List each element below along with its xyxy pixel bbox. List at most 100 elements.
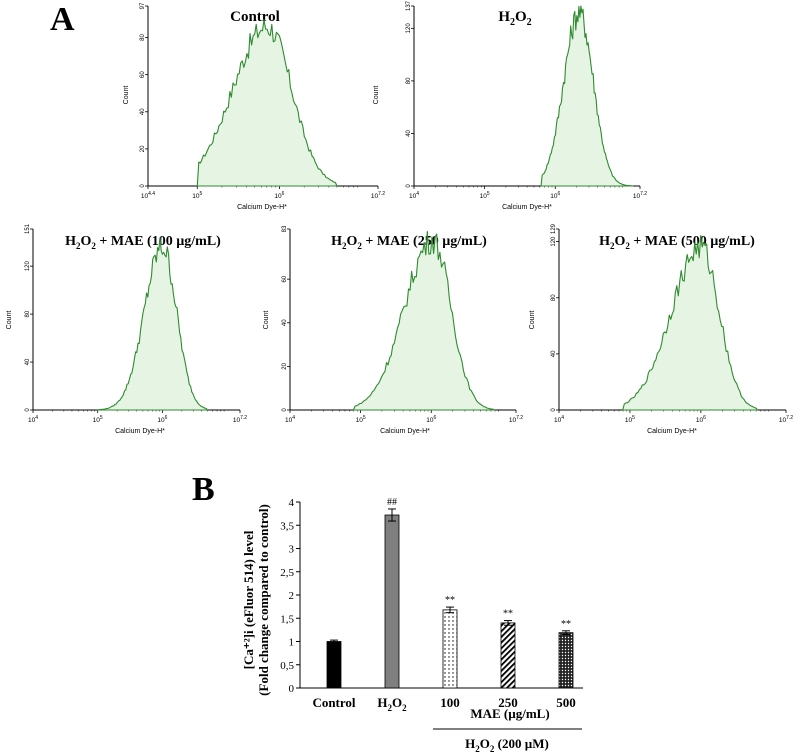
significance-mark: ** — [445, 595, 455, 606]
histogram-mae-100: H2O2 + MAE (100 µg/mL) Count Calcium Dye… — [6, 223, 247, 435]
x-tick-label: 106 — [550, 191, 560, 200]
histogram-ylabel: Count — [123, 86, 130, 105]
significance-mark: ** — [503, 609, 513, 620]
y-tick-label: 0 — [551, 408, 557, 412]
y-tick-label: 137 — [406, 0, 412, 11]
y-tick-label: 40 — [406, 129, 412, 136]
x-tick-label: 107.2 — [633, 191, 647, 200]
y-tick-label: 120 — [25, 260, 31, 271]
y-tick-label: 0 — [282, 408, 288, 412]
x-tick-label: 107.2 — [233, 415, 247, 424]
y-tick-label: 80 — [551, 294, 557, 301]
x-tick-label: 104.4 — [141, 191, 155, 200]
x-tick-label: 106 — [696, 415, 706, 424]
y-tick-label: 2,5 — [280, 567, 294, 579]
x-tick-label: 105 — [480, 191, 490, 200]
y-tick-label: 1,5 — [280, 613, 294, 625]
x-tick-label: 105 — [625, 415, 635, 424]
histogram-xlabel: Calcium Dye-H* — [380, 428, 430, 435]
mae-axis-label: MAE (µg/mL) — [470, 706, 549, 721]
x-tick-label: 105 — [356, 415, 366, 424]
significance-mark: ## — [387, 497, 397, 508]
category-label: 500 — [556, 695, 576, 710]
bar-chart: [Ca⁺²]i (eFluor 514) level (Fold change … — [241, 497, 583, 753]
histogram-title: H2O2 — [498, 9, 531, 28]
h2o2-group-label: H2O2 (200 µM) — [465, 736, 549, 753]
histogram-control: Control Count Calcium Dye-H* 0 20 40 60 80 97… — [123, 2, 385, 211]
x-tick-label: 104 — [28, 415, 38, 424]
y-tick-label: 4 — [289, 497, 295, 509]
x-tick-label: 106 — [426, 415, 436, 424]
x-tick-label: 104 — [409, 191, 419, 200]
x-tick-label: 106 — [274, 191, 284, 200]
histogram-series — [622, 235, 759, 411]
category-label: 100 — [440, 695, 460, 710]
y-tick-label: 40 — [551, 350, 557, 357]
histogram-xlabel: Calcium Dye-H* — [502, 204, 552, 211]
significance-mark: ** — [561, 619, 571, 630]
x-tick-label: 105 — [192, 191, 202, 200]
x-tick-label: 107.2 — [509, 415, 523, 424]
y-tick-label: 120 — [551, 236, 557, 247]
panel-label-b: B — [192, 471, 215, 508]
y-tick-label: 60 — [140, 71, 146, 78]
histogram-series — [540, 5, 634, 187]
histogram-ylabel: Count — [529, 311, 536, 330]
y-tick-label: 20 — [282, 362, 288, 369]
bar-chart-ylabel: [Ca⁺²]i (eFluor 514) level (Fold change … — [241, 504, 271, 696]
histogram-mae-250: H2O2 + MAE (250 µg/mL) Count Calcium Dye… — [263, 225, 523, 435]
bar — [558, 632, 574, 689]
histogram-ylabel: Count — [373, 86, 380, 105]
x-tick-label: 106 — [157, 415, 167, 424]
histogram-ylabel: Count — [263, 311, 270, 330]
bar — [384, 514, 400, 689]
y-tick-label: 83 — [282, 225, 288, 232]
category-label: Control — [312, 695, 355, 710]
y-tick-label: 0 — [406, 184, 412, 188]
x-tick-label: 107.2 — [779, 415, 793, 424]
y-tick-label: 0 — [289, 683, 295, 695]
y-tick-label: 80 — [406, 77, 412, 84]
y-tick-label: 80 — [140, 34, 146, 41]
bar — [442, 609, 458, 689]
y-tick-label: 151 — [25, 223, 31, 234]
y-tick-label: 120 — [406, 23, 412, 34]
y-tick-label: 3,5 — [280, 520, 294, 532]
category-label: 250 — [498, 695, 518, 710]
x-tick-label: 104 — [285, 415, 295, 424]
x-tick-label: 107.2 — [371, 191, 385, 200]
histogram-mae-500: H2O2 + MAE (500 µg/mL) Count Calcium Dye… — [529, 223, 793, 435]
y-tick-label: 40 — [282, 319, 288, 326]
ylabel-line-1: [Ca⁺²]i (eFluor 514) level — [241, 530, 256, 669]
x-tick-label: 105 — [93, 415, 103, 424]
y-tick-label: 1 — [289, 637, 295, 649]
y-tick-label: 40 — [25, 358, 31, 365]
y-tick-label: 20 — [140, 145, 146, 152]
y-tick-label: 0 — [25, 408, 31, 412]
x-tick-label: 104 — [554, 415, 564, 424]
y-tick-label: 40 — [140, 108, 146, 115]
y-tick-label: 80 — [25, 310, 31, 317]
histogram-ylabel: Count — [6, 311, 13, 330]
y-tick-label: 0,5 — [280, 660, 294, 672]
histogram-title: H2O2 + MAE (500 µg/mL) — [599, 234, 755, 251]
y-tick-label: 2 — [289, 590, 295, 602]
histogram-series — [353, 230, 496, 411]
bar — [326, 641, 342, 689]
histogram-title: Control — [230, 9, 280, 25]
ylabel-line-2: (Fold change compared to control) — [256, 504, 271, 696]
category-label: H2O2 — [377, 695, 407, 713]
y-tick-label: 60 — [282, 275, 288, 282]
histogram-title: H2O2 + MAE (100 µg/mL) — [65, 234, 221, 251]
histogram-h2o2: H2O2 Count Calcium Dye-H* 0 40 80 120 137 104… — [373, 0, 647, 211]
y-tick-label: 129 — [551, 223, 557, 234]
histogram-series — [97, 237, 209, 411]
bar — [500, 622, 516, 689]
histogram-title: H2O2 + MAE (250 µg/mL) — [331, 234, 487, 251]
histogram-xlabel: Calcium Dye-H* — [237, 204, 287, 211]
panel-label-a: A — [50, 1, 75, 38]
histogram-xlabel: Calcium Dye-H* — [115, 428, 165, 435]
y-tick-label: 0 — [140, 184, 146, 188]
y-tick-label: 3 — [289, 544, 295, 556]
